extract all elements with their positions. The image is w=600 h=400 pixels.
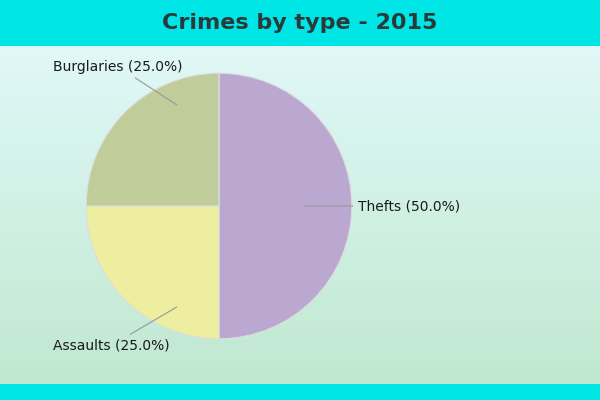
Wedge shape	[86, 206, 219, 339]
Text: Crimes by type - 2015: Crimes by type - 2015	[163, 13, 437, 33]
Wedge shape	[86, 73, 219, 206]
Bar	[0, 384, 600, 400]
Text: Burglaries (25.0%): Burglaries (25.0%)	[53, 60, 182, 105]
Text: City-Data.com: City-Data.com	[492, 62, 576, 74]
Wedge shape	[219, 73, 352, 339]
Text: Thefts (50.0%): Thefts (50.0%)	[304, 199, 461, 213]
Bar	[0, 0, 600, 46]
Text: Assaults (25.0%): Assaults (25.0%)	[53, 307, 177, 352]
